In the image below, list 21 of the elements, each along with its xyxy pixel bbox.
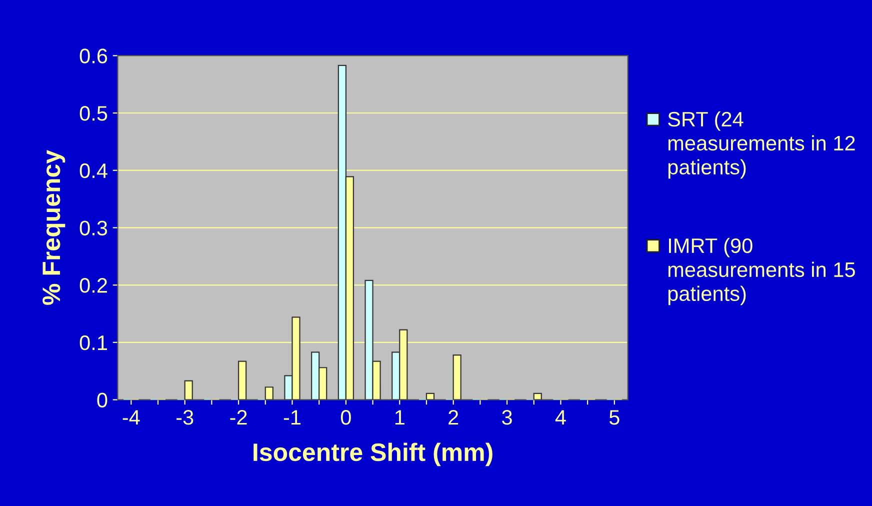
legend-label: SRT (24 measurements in 12 patients): [668, 111, 855, 179]
x-tick-label: 2: [448, 410, 458, 425]
x-tick-label: 3: [502, 410, 512, 425]
y-tick-label: 0.2: [80, 278, 107, 293]
y-tick-label: 0: [97, 392, 108, 408]
x-tick-label: -2: [230, 410, 247, 425]
y-tick-label: 0.5: [80, 106, 108, 121]
y-tick-label: 0.6: [80, 48, 108, 64]
x-axis-title: Isocentre Shift (mm): [254, 442, 492, 466]
y-tick-label: 0.3: [80, 220, 108, 236]
x-tick-label: -1: [284, 410, 300, 425]
x-tick-label: -3: [176, 410, 194, 425]
x-tick-label: 4: [555, 410, 566, 425]
legend-label: IMRT (90 measurements in 15 patients): [668, 238, 855, 306]
y-axis-title: % Frequency: [42, 150, 66, 305]
x-tick-label: -4: [122, 410, 140, 425]
x-tick-label: 1: [395, 410, 404, 425]
x-tick-label: 5: [609, 410, 620, 425]
y-tick-label: 0.4: [80, 163, 108, 178]
x-tick-label: 0: [340, 410, 351, 425]
y-tick-label: 0.1: [80, 335, 107, 350]
